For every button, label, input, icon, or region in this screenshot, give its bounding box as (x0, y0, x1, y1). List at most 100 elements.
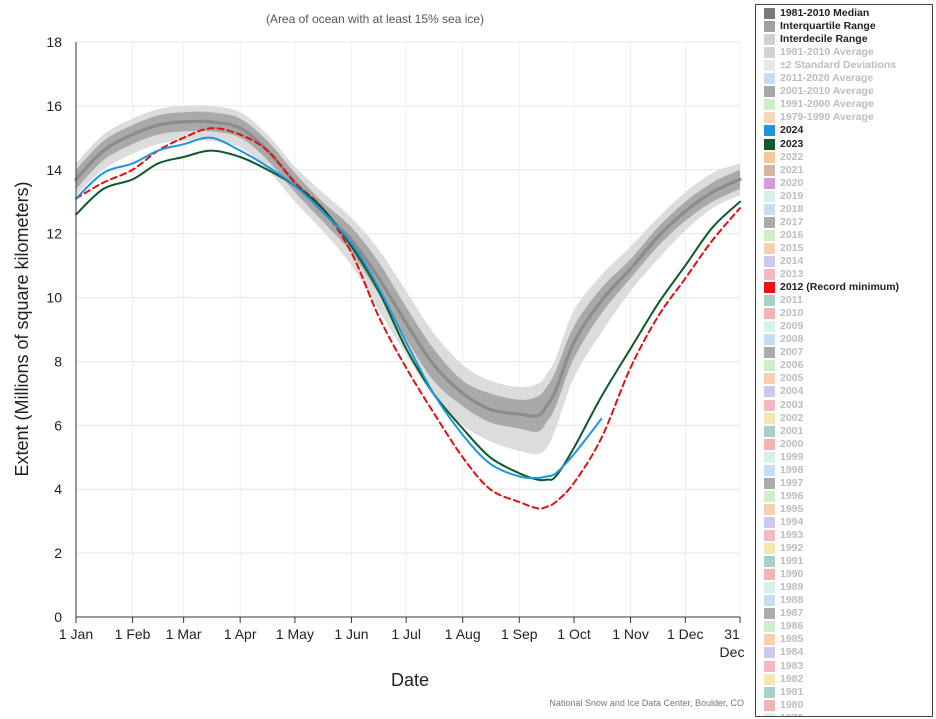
legend-item-1982[interactable]: 1982 (764, 673, 803, 686)
legend-item-2021[interactable]: 2021 (764, 164, 803, 177)
legend-item-2011-2020-average[interactable]: 2011-2020 Average (764, 72, 873, 85)
legend-item-2008[interactable]: 2008 (764, 333, 803, 346)
interdecile-range-band (76, 105, 740, 455)
legend-label: 2014 (780, 254, 804, 267)
legend-item-2004[interactable]: 2004 (764, 385, 803, 398)
legend-item-1985[interactable]: 1985 (764, 633, 803, 646)
legend-swatch (764, 164, 775, 176)
legend-item-2016[interactable]: 2016 (764, 229, 803, 242)
legend-label: 1980 (780, 698, 804, 711)
legend-item-1988[interactable]: 1988 (764, 594, 803, 607)
legend-swatch (764, 112, 775, 124)
legend-item-2015[interactable]: 2015 (764, 242, 803, 255)
legend-item-2019[interactable]: 2019 (764, 190, 803, 203)
series-lines (74, 119, 742, 510)
legend-label: 2018 (780, 202, 804, 215)
legend-label: 1979-1990 Average (780, 111, 874, 124)
x-tick-label: 1 Sep (501, 626, 538, 642)
x-tick-label-line2: Dec (720, 644, 745, 660)
legend-swatch (764, 73, 775, 85)
legend-item-2001-2010-average[interactable]: 2001-2010 Average (764, 85, 874, 98)
legend-label: 1999 (780, 450, 804, 463)
legend-item-2007[interactable]: 2007 (764, 346, 803, 359)
legend-item-1989[interactable]: 1989 (764, 581, 803, 594)
legend-item-2001[interactable]: 2001 (764, 425, 803, 438)
legend-swatch (764, 582, 775, 594)
legend-item-1991[interactable]: 1991 (764, 555, 803, 568)
legend-item-1999[interactable]: 1999 (764, 451, 803, 464)
legend-item-1986[interactable]: 1986 (764, 620, 803, 633)
range-bands (76, 105, 740, 455)
legend-item-2000[interactable]: 2000 (764, 438, 803, 451)
legend-item-1991-2000-average[interactable]: 1991-2000 Average (764, 98, 874, 111)
legend-label: 1990 (780, 568, 804, 581)
legend-swatch (764, 295, 775, 307)
legend-item-2010[interactable]: 2010 (764, 307, 803, 320)
legend-label: 1994 (780, 515, 804, 528)
legend-swatch (764, 516, 775, 528)
legend-item-2002[interactable]: 2002 (764, 412, 803, 425)
legend-label: 1981 (780, 685, 804, 698)
legend-swatch (764, 712, 775, 716)
legend-item-2022[interactable]: 2022 (764, 151, 803, 164)
legend-label: 1983 (780, 659, 804, 672)
legend-item-1981-2010-median[interactable]: 1981-2010 Median (764, 7, 869, 20)
legend-label: 2009 (780, 320, 804, 333)
legend-item-2006[interactable]: 2006 (764, 359, 803, 372)
legend-item-1992[interactable]: 1992 (764, 542, 803, 555)
legend-swatch (764, 399, 775, 411)
legend-item-1994[interactable]: 1994 (764, 516, 803, 529)
legend-swatch (764, 660, 775, 672)
legend-label: 2015 (780, 241, 804, 254)
legend-item-2014[interactable]: 2014 (764, 255, 803, 268)
legend-label: 1982 (780, 672, 804, 685)
legend-item-1990[interactable]: 1990 (764, 568, 803, 581)
legend-item-1979-1990-average[interactable]: 1979-1990 Average (764, 111, 874, 124)
legend-item-1981-2010-average[interactable]: 1981-2010 Average (764, 46, 874, 59)
legend-label: 1985 (780, 633, 804, 646)
legend-item-2023[interactable]: 2023 (764, 138, 803, 151)
legend-swatch (764, 673, 775, 685)
legend-swatch (764, 321, 775, 333)
legend-label: 1986 (780, 620, 804, 633)
legend-item-1983[interactable]: 1983 (764, 660, 803, 673)
legend-item-1998[interactable]: 1998 (764, 464, 803, 477)
legend-label: 2004 (780, 385, 804, 398)
y-tick-label: 6 (54, 417, 62, 433)
legend-item-2024[interactable]: 2024 (764, 124, 803, 137)
legend-swatch (764, 255, 775, 267)
legend-item-2018[interactable]: 2018 (764, 203, 803, 216)
legend-label: Interdecile Range (780, 33, 868, 46)
x-tick-label: 31 (724, 626, 740, 642)
legend-label: 1991-2000 Average (780, 98, 874, 111)
legend-item-2013[interactable]: 2013 (764, 268, 803, 281)
legend-item-2009[interactable]: 2009 (764, 320, 803, 333)
legend-item-2005[interactable]: 2005 (764, 372, 803, 385)
legend-item-1995[interactable]: 1995 (764, 503, 803, 516)
legend-item-1979[interactable]: 1979 (764, 712, 803, 716)
y-tick-label: 10 (46, 290, 62, 306)
legend-swatch (764, 21, 775, 33)
legend-swatch (764, 451, 775, 463)
legend-label: 1981-2010 Median (780, 7, 870, 19)
legend-item-2017[interactable]: 2017 (764, 216, 803, 229)
legend-item-2-standard-deviations[interactable]: ±2 Standard Deviations (764, 59, 896, 72)
legend-item-1997[interactable]: 1997 (764, 477, 803, 490)
legend-item-1984[interactable]: 1984 (764, 646, 803, 659)
legend-item-1981[interactable]: 1981 (764, 686, 803, 699)
legend-label: 2011-2020 Average (780, 72, 874, 85)
x-tick-label: 1 Aug (445, 626, 481, 642)
legend-item-2020[interactable]: 2020 (764, 177, 803, 190)
legend-item-1996[interactable]: 1996 (764, 490, 803, 503)
chart-area: (Area of ocean with at least 15% sea ice… (12, 12, 745, 708)
legend-item-2011[interactable]: 2011 (764, 294, 803, 307)
legend-swatch (764, 595, 775, 607)
legend-item-interdecile-range[interactable]: Interdecile Range (764, 33, 868, 46)
legend-item-1980[interactable]: 1980 (764, 699, 803, 712)
legend-swatch (764, 621, 775, 633)
legend-item-interquartile-range[interactable]: Interquartile Range (764, 20, 876, 33)
legend-item-1987[interactable]: 1987 (764, 607, 803, 620)
legend-item-1993[interactable]: 1993 (764, 529, 803, 542)
legend-item-2012-record-minimum[interactable]: 2012 (Record minimum) (764, 281, 899, 294)
legend-item-2003[interactable]: 2003 (764, 399, 803, 412)
